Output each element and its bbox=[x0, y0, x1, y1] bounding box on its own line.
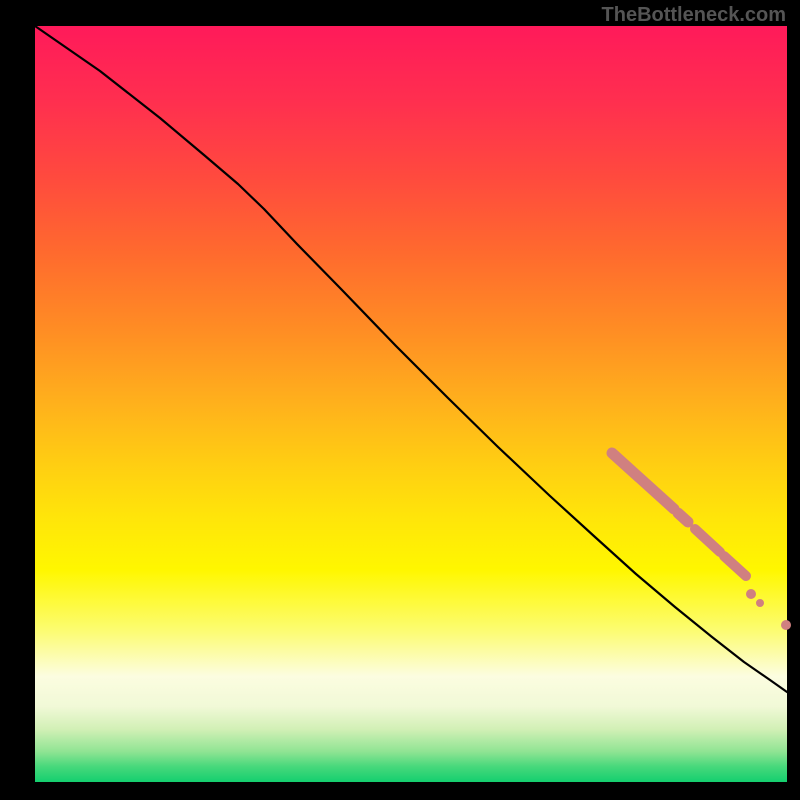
cluster-dot bbox=[746, 589, 756, 599]
cluster-dot bbox=[756, 599, 764, 607]
cluster-segment bbox=[678, 513, 688, 522]
plot-background bbox=[35, 26, 787, 782]
chart-svg bbox=[0, 0, 800, 800]
chart-container: TheBottleneck.com bbox=[0, 0, 800, 800]
cluster-dot bbox=[781, 620, 791, 630]
watermark-label: TheBottleneck.com bbox=[602, 4, 786, 27]
